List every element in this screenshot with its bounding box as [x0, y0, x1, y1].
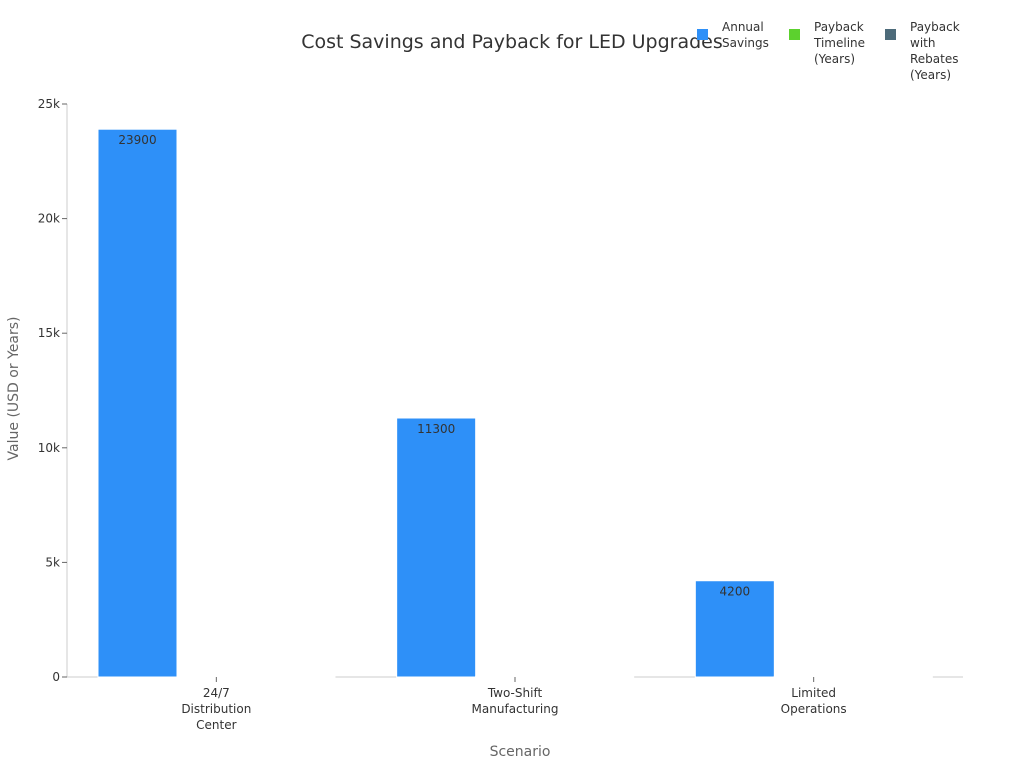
x-axis-title: Scenario [490, 744, 551, 760]
legend-swatch [789, 29, 800, 40]
legend: Annual Savings Payback Timeline (Years) Payba… [0, 0, 1024, 90]
bar-value-label: 23900 [118, 133, 156, 147]
legend-swatch [885, 29, 896, 40]
bar [396, 417, 477, 678]
bar [176, 675, 257, 678]
y-tick-label: 10k [38, 441, 60, 455]
legend-label: Payback Timeline (Years) [814, 20, 866, 66]
bar [255, 675, 336, 678]
x-tick-label: 24/7 Distribution Center [181, 686, 251, 732]
bar [773, 675, 854, 678]
y-tick-label: 0 [52, 670, 60, 684]
y-tick-label: 25k [38, 97, 60, 111]
y-tick-label: 5k [45, 555, 60, 569]
legend-label: Annual Savings [722, 20, 769, 50]
legend-item[interactable]: Payback with Rebates (Years) [885, 19, 970, 83]
legend-swatch [697, 29, 708, 40]
y-axis-title: Value (USD or Years) [6, 317, 22, 461]
bar [97, 128, 178, 678]
bar-value-label: 4200 [720, 585, 751, 599]
bar [852, 675, 933, 678]
bar [694, 580, 775, 678]
bar [554, 675, 635, 678]
legend-item[interactable]: Payback Timeline (Years) [789, 19, 874, 67]
x-tick-label: Two-Shift Manufacturing [472, 686, 559, 716]
chart-title: Cost Savings and Payback for LED Upgrade… [301, 31, 723, 53]
y-tick-label: 15k [38, 326, 60, 340]
bar-value-label: 11300 [417, 422, 455, 436]
x-tick-label: Limited Operations [781, 686, 847, 716]
y-tick-label: 20k [38, 212, 60, 226]
legend-label: Payback with Rebates (Years) [910, 20, 960, 82]
bar [475, 675, 556, 678]
legend-item[interactable]: Annual Savings [697, 19, 782, 51]
